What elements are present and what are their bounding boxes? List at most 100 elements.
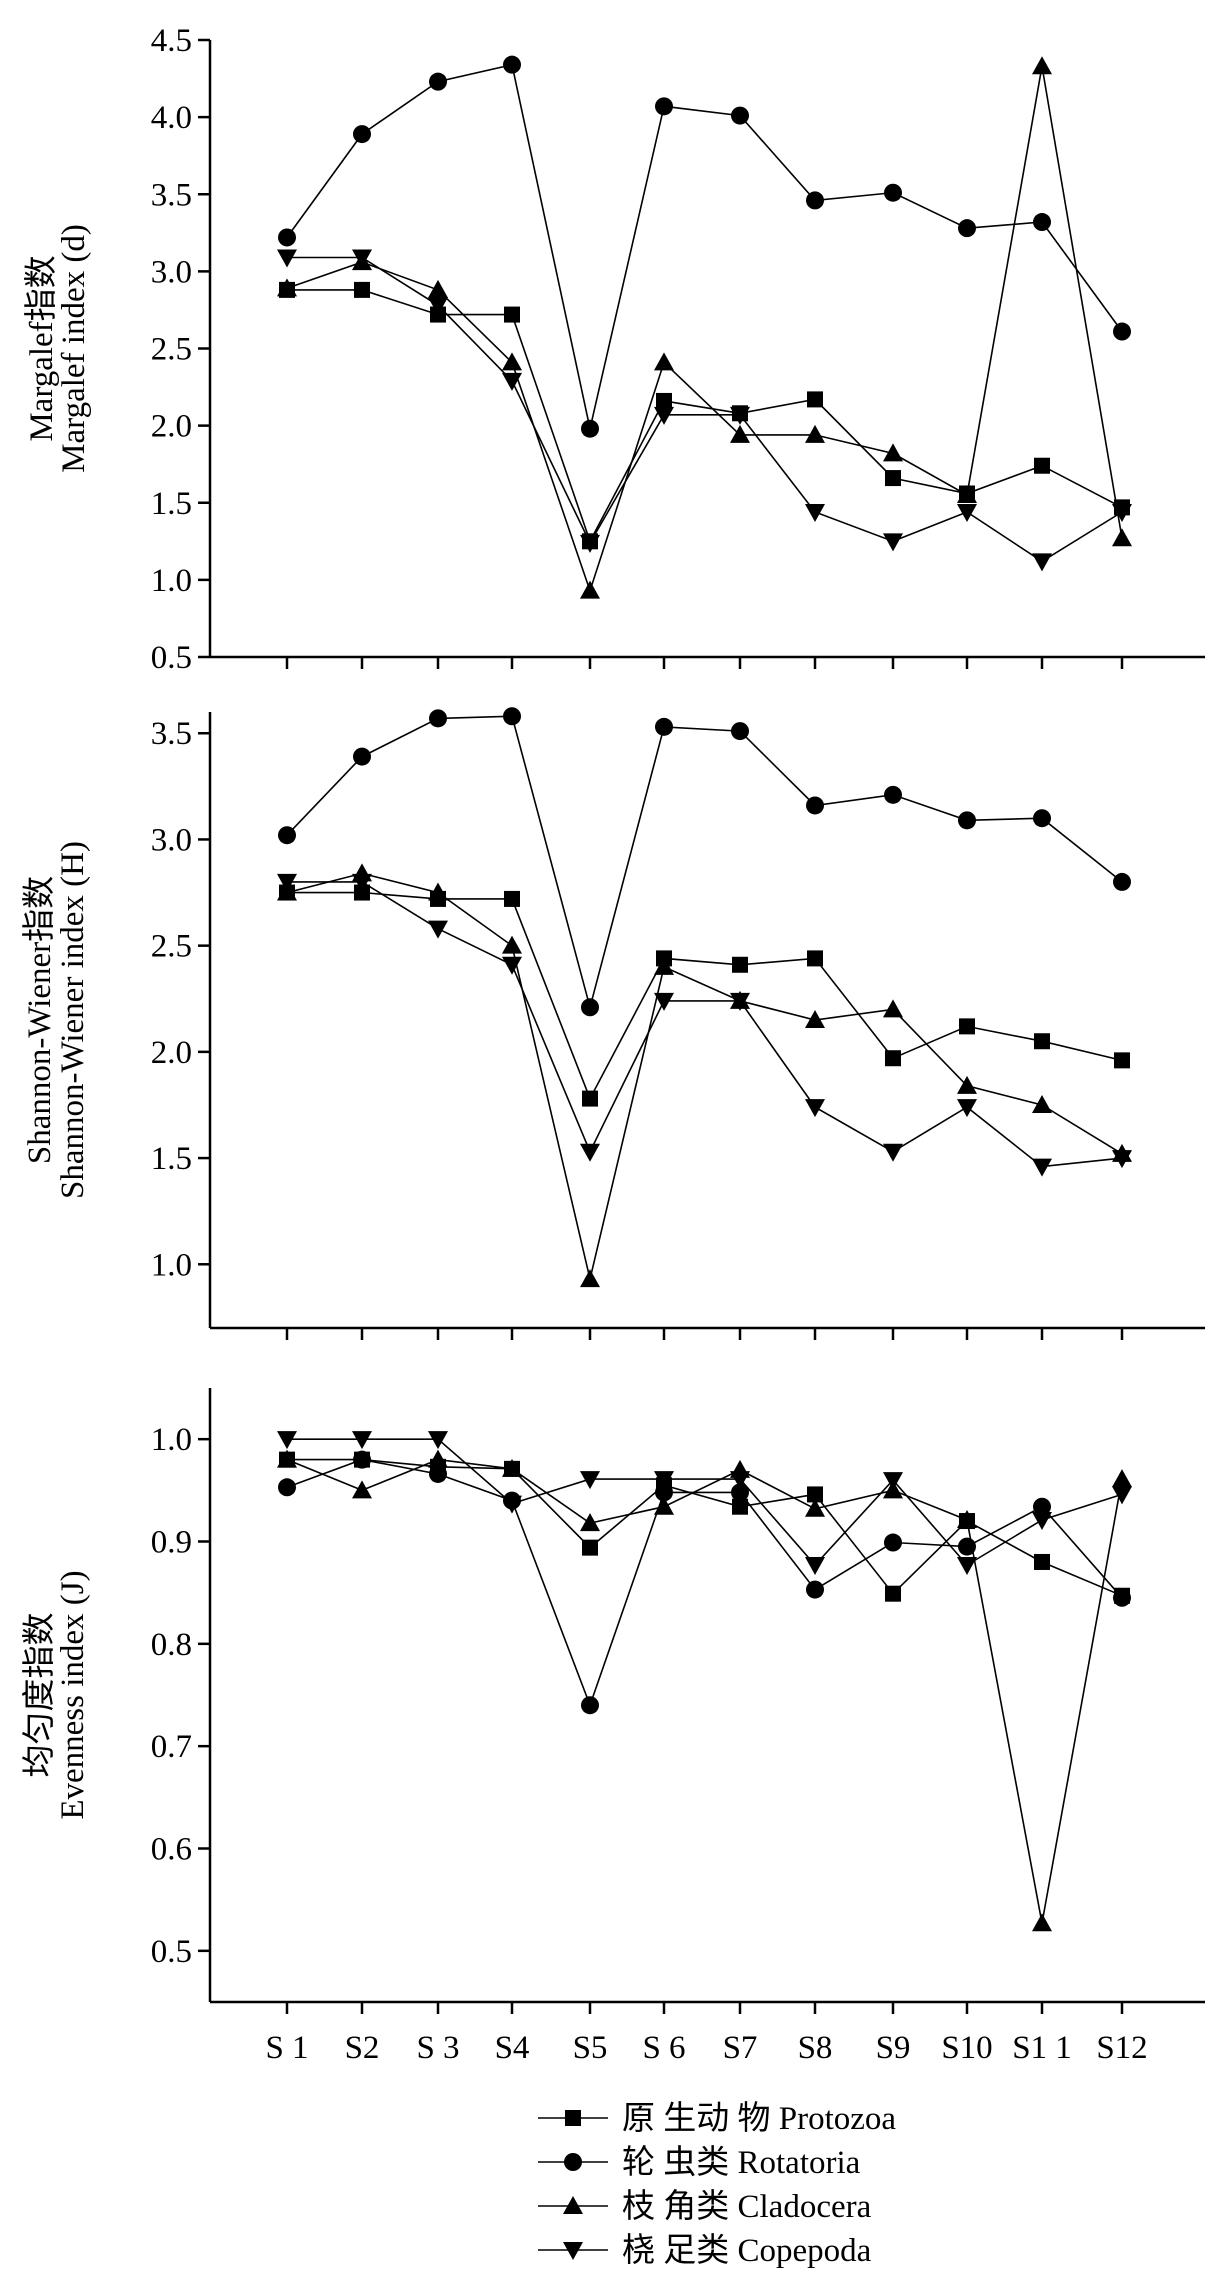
rotatoria-circle-marker (429, 709, 447, 728)
protozoa-square-marker (582, 1539, 598, 1556)
cladocera-triangle-marker (1032, 56, 1052, 75)
copepoda-inverted-triangle-marker (428, 920, 448, 939)
y-axis-title: 均匀度指数 (21, 1613, 58, 1778)
protozoa-square-marker (885, 470, 901, 487)
cladocera-triangle-marker (957, 485, 977, 504)
y-tick-label: 1.0 (151, 1247, 192, 1283)
y-tick-label: 2.0 (151, 409, 192, 445)
copepoda-inverted-triangle-marker (1032, 1158, 1052, 1177)
x-tick-label: S1 1 (1012, 2030, 1072, 2066)
rotatoria-circle-marker (353, 747, 371, 766)
copepoda-inverted-triangle-marker (1112, 1486, 1132, 1505)
series-line-copepoda (287, 256, 1123, 563)
protozoa-square-marker (1034, 457, 1050, 474)
rotatoria-circle-marker (731, 106, 749, 125)
copepoda-inverted-triangle-marker (957, 1099, 977, 1118)
cladocera-triangle-marker (1112, 528, 1132, 547)
cladocera-triangle-marker (277, 278, 297, 297)
copepoda-inverted-triangle-marker (502, 956, 522, 975)
copepoda-inverted-triangle-marker (883, 1472, 903, 1491)
cladocera-triangle-marker (580, 1269, 600, 1288)
protozoa-square-marker (807, 950, 823, 967)
cladocera-triangle-marker (502, 352, 522, 371)
rotatoria-circle-marker (278, 1478, 296, 1497)
rotatoria-circle-marker (581, 1696, 599, 1715)
legend-item: 桡 足类 Copepoda (538, 2232, 872, 2269)
y-tick-label: 3.0 (151, 822, 192, 858)
legend-item: 原 生动 物 Protozoa (538, 2100, 896, 2137)
copepoda-inverted-triangle-marker (805, 504, 825, 523)
copepoda-inverted-triangle-marker (428, 1431, 448, 1450)
copepoda-inverted-triangle-marker (1112, 1150, 1132, 1169)
rotatoria-circle-marker (1033, 213, 1051, 232)
copepoda-inverted-triangle-marker (805, 1557, 825, 1576)
legend-item: 轮 虫类 Rotatoria (538, 2144, 861, 2181)
y-tick-label: 1.5 (151, 486, 192, 522)
protozoa-square-marker (732, 956, 748, 973)
copepoda-inverted-triangle-marker (883, 1143, 903, 1162)
y-tick-label: 4.5 (151, 23, 192, 59)
y-tick-label: 0.6 (151, 1832, 192, 1868)
protozoa-square-marker (1034, 1033, 1050, 1050)
x-tick-label: S 6 (642, 2030, 685, 2066)
cladocera-triangle-marker (428, 279, 448, 298)
y-tick-label: 1.0 (151, 1422, 192, 1458)
legend: 原 生动 物 Protozoa 轮 虫类 Rotatoria 枝 角类 Cladoc… (538, 2100, 896, 2269)
x-tick-label: S9 (876, 2030, 911, 2066)
copepoda-inverted-triangle-marker (957, 504, 977, 523)
cladocera-triangle-marker (428, 882, 448, 901)
cladocera-triangle-marker (502, 1458, 522, 1477)
copepoda-inverted-triangle-marker (654, 992, 674, 1011)
rotatoria-circle-marker (1113, 872, 1131, 891)
protozoa-square-marker (732, 1498, 748, 1515)
series-line-protozoa (287, 1458, 1123, 1597)
rotatoria-circle-marker (353, 1450, 371, 1469)
x-tick-label: S 1 (265, 2030, 308, 2066)
legend-label: 桡 足类 Copepoda (622, 2232, 872, 2269)
series-line-protozoa (287, 289, 1123, 544)
y-tick-label: 0.9 (151, 1525, 192, 1561)
x-tick-label: S8 (798, 2030, 833, 2066)
rotatoria-circle-marker (581, 419, 599, 438)
x-tick-label: S7 (723, 2030, 758, 2066)
y-tick-label: 2.5 (151, 332, 192, 368)
series-line-cladocera (286, 66, 1123, 594)
y-tick-label: 3.5 (151, 716, 192, 752)
y-tick-label: 2.5 (151, 929, 192, 965)
series-line-rotatoria (286, 63, 1123, 429)
y-axis-title: Margalef指数 (23, 255, 60, 441)
protozoa-square-marker (807, 1486, 823, 1503)
cladocera-triangle-marker (805, 424, 825, 443)
y-tick-label: 0.5 (151, 640, 192, 676)
rotatoria-circle-marker (731, 722, 749, 741)
legend-rotatoria-circle-marker (564, 2153, 582, 2171)
rotatoria-circle-marker (278, 228, 296, 247)
copepoda-inverted-triangle-marker (730, 992, 750, 1011)
copepoda-inverted-triangle-marker (580, 534, 600, 553)
copepoda-inverted-triangle-marker (277, 873, 297, 892)
copepoda-inverted-triangle-marker (654, 406, 674, 425)
cladocera-triangle-marker (277, 1449, 297, 1468)
protozoa-square-marker (504, 890, 520, 907)
rotatoria-circle-marker (1033, 1497, 1051, 1516)
rotatoria-circle-marker (958, 219, 976, 238)
series-line-rotatoria (286, 1458, 1123, 1708)
rotatoria-circle-marker (429, 72, 447, 91)
rotatoria-circle-marker (429, 1464, 447, 1483)
rotatoria-circle-marker (806, 1580, 824, 1599)
cladocera-triangle-marker (580, 580, 600, 599)
copepoda-inverted-triangle-marker (580, 1471, 600, 1490)
cladocera-triangle-marker (428, 1449, 448, 1468)
copepoda-inverted-triangle-marker (730, 1471, 750, 1490)
copepoda-inverted-triangle-marker (428, 297, 448, 316)
y-tick-label: 2.0 (151, 1035, 192, 1071)
copepoda-inverted-triangle-marker (277, 249, 297, 268)
rotatoria-circle-marker (503, 707, 521, 726)
rotatoria-circle-marker (884, 785, 902, 804)
rotatoria-circle-marker (581, 998, 599, 1017)
protozoa-square-marker (582, 1090, 598, 1107)
protozoa-square-marker (1114, 1052, 1130, 1069)
cladocera-triangle-marker (730, 424, 750, 443)
protozoa-square-marker (959, 1018, 975, 1035)
cladocera-triangle-marker (805, 1010, 825, 1028)
